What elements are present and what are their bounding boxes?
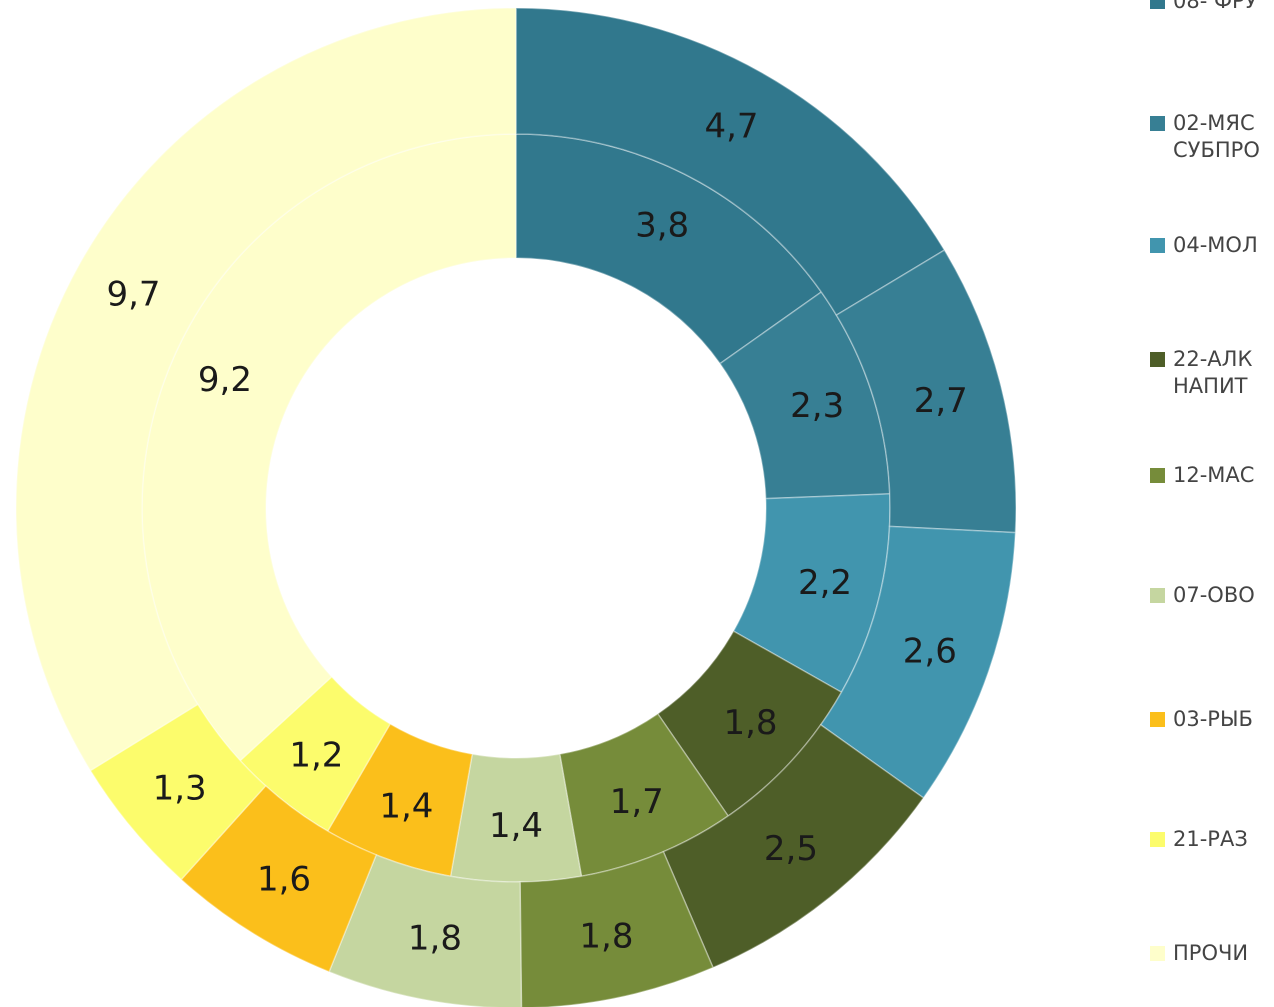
legend-swatch [1150, 0, 1165, 9]
inner-data-label-4: 1,8 [723, 703, 777, 743]
legend-swatch [1150, 588, 1165, 603]
legend-label: 21-РАЗ [1173, 826, 1248, 853]
legend-item-5: 12-МАС [1150, 462, 1254, 489]
legend-label: 07-ОВО [1173, 582, 1255, 609]
outer-data-label-9: 9,7 [106, 275, 160, 315]
outer-data-label-4: 2,5 [764, 829, 818, 869]
legend-swatch [1150, 832, 1165, 847]
legend-label: 02-МЯС СУБПРО [1173, 110, 1260, 164]
inner-data-label-6: 1,4 [489, 806, 543, 846]
legend-label-line: 02-МЯС [1173, 111, 1255, 135]
inner-slice-5 [558, 712, 730, 878]
inner-slice-9 [141, 133, 517, 762]
legend-item-9: ПРОЧИ [1150, 940, 1248, 967]
outer-slice-4 [662, 723, 925, 969]
inner-data-label-9: 9,2 [198, 360, 252, 400]
outer-data-label-6: 1,8 [408, 918, 462, 958]
legend-item-4: 22-АЛК НАПИТ [1150, 346, 1252, 400]
legend-label-line: 03-РЫБ [1173, 707, 1253, 731]
outer-slice-1 [515, 7, 946, 317]
legend-label: 03-РЫБ [1173, 706, 1253, 733]
outer-data-label-7: 1,6 [257, 860, 311, 900]
inner-data-label-8: 1,2 [289, 736, 343, 776]
inner-data-label-3: 2,2 [798, 563, 852, 603]
legend-label: 12-МАС [1173, 462, 1254, 489]
outer-slice-2 [835, 249, 1017, 534]
legend-swatch [1150, 352, 1165, 367]
legend-item-7: 03-РЫБ [1150, 706, 1253, 733]
legend-swatch [1150, 712, 1165, 727]
inner-data-label-7: 1,4 [379, 787, 433, 827]
outer-data-label-1: 4,7 [704, 107, 758, 147]
outer-data-label-8: 1,3 [153, 769, 207, 809]
outer-slice-9 [15, 7, 517, 772]
outer-slice-5 [519, 850, 715, 1007]
legend-swatch [1150, 468, 1165, 483]
legend-label: 08- ФРУ [1173, 0, 1258, 15]
legend-label: ПРОЧИ [1173, 940, 1248, 967]
legend-item-3: 04-МОЛ [1150, 232, 1258, 259]
legend-item-1: 08- ФРУ [1150, 0, 1258, 15]
outer-data-label-5: 1,8 [579, 917, 633, 957]
legend-swatch [1150, 116, 1165, 131]
legend-label-line: 12-МАС [1173, 463, 1255, 487]
inner-slice-2 [719, 290, 891, 500]
legend-label-line: 08- ФРУ [1173, 0, 1258, 13]
inner-data-label-5: 1,7 [610, 782, 664, 822]
legend-swatch [1150, 946, 1165, 961]
legend-label: 22-АЛК НАПИТ [1173, 346, 1252, 400]
inner-data-label-1: 3,8 [635, 206, 689, 246]
legend-label-line: ПРОЧИ [1173, 941, 1249, 965]
donut-chart: 3,8 2,3 2,2 1,8 1,7 1,4 1,4 1,2 9,2 4,7 2,7 2,6 2,5 1… [15, 7, 1017, 1007]
legend-label-line: 04-МОЛ [1173, 233, 1258, 257]
legend-label-line: НАПИТ [1173, 374, 1248, 398]
legend-label-line: 07-ОВО [1173, 583, 1255, 607]
outer-slice-3 [819, 525, 1017, 799]
legend-item-8: 21-РАЗ [1150, 826, 1248, 853]
legend-item-2: 02-МЯС СУБПРО [1150, 110, 1260, 164]
legend-label-line: 21-РАЗ [1173, 827, 1248, 851]
outer-data-label-2: 2,7 [914, 381, 968, 421]
outer-data-label-3: 2,6 [903, 632, 957, 672]
inner-data-label-2: 2,3 [790, 386, 844, 426]
legend-label-line: СУБПРО [1173, 138, 1260, 162]
legend-item-6: 07-ОВО [1150, 582, 1255, 609]
legend-label-line: 22-АЛК [1173, 347, 1253, 371]
legend-swatch [1150, 238, 1165, 253]
legend-label: 04-МОЛ [1173, 232, 1258, 259]
